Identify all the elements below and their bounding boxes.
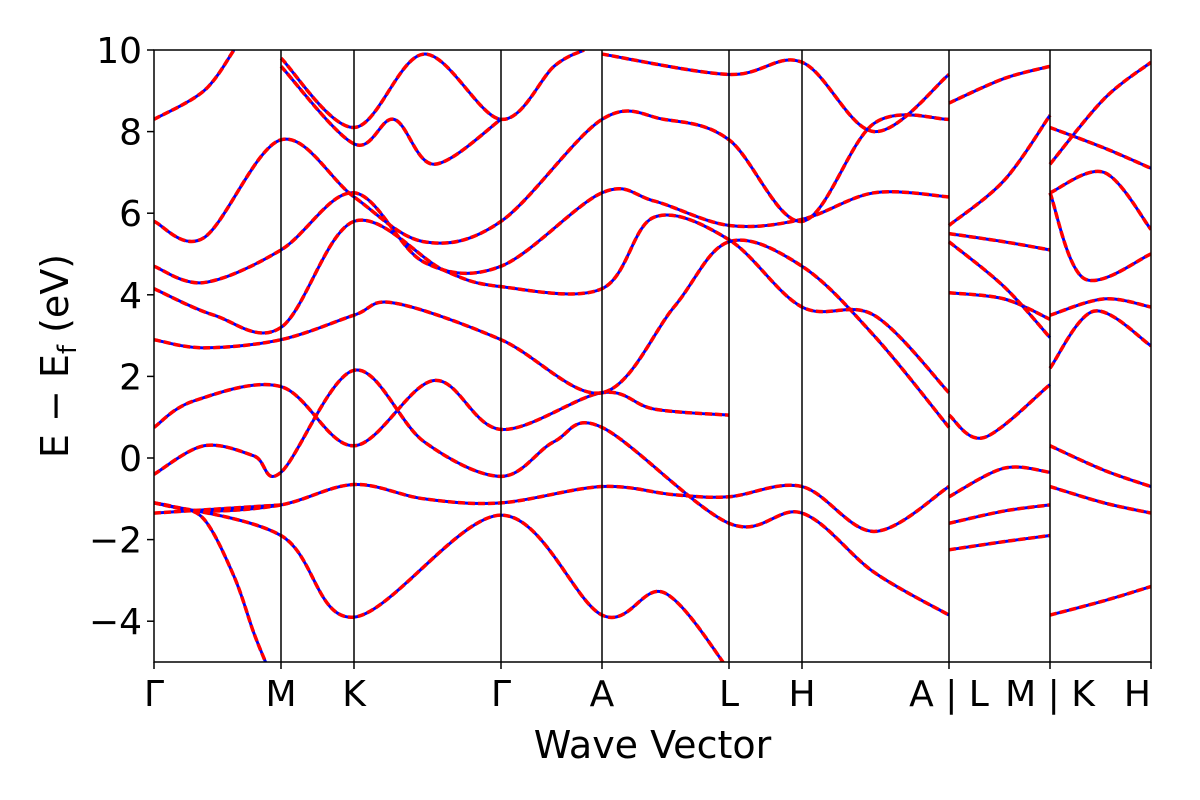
band-line-red [1048,309,1151,370]
x-tick-label: L [719,674,739,715]
x-tick-label: M | K [1005,674,1096,715]
band-line-red [948,291,1051,321]
band-line-red [1049,484,1151,515]
x-tick-label: H [788,674,815,715]
band-line-red [154,368,950,617]
band-line-red [947,383,1052,440]
x-tick-label: A [590,674,615,715]
x-tick-label: H [1124,674,1151,715]
band-line-red [948,231,1051,252]
x-tick-label: M [265,674,296,715]
band-line-red [948,533,1051,552]
x-axis-label: Wave Vector [534,723,772,767]
band-line-red [947,240,1052,339]
band-line-red [154,501,268,662]
band-line-red [154,213,951,394]
y-axis-label: E − Ef (eV) [33,254,83,458]
y-tick-label: 6 [119,194,142,235]
y-axis-ticks: −4 −2 0 2 4 6 8 10 [89,31,154,643]
band-line-red [948,64,1051,105]
y-tick-label: 10 [96,31,142,72]
band-line-red [1048,60,1151,166]
band-line-red [279,65,503,166]
band-line-red [154,503,282,515]
x-tick-label: Γ [144,674,164,715]
band-line-red [154,378,730,448]
y-tick-label: −2 [89,521,142,562]
y-label-unit: (eV) [33,254,77,345]
band-line-red [154,50,236,121]
y-label-main: E − E [33,354,77,458]
plot-frame [153,49,1152,663]
band-line-red [154,109,950,245]
band-line-red [1049,584,1151,617]
band-line-red [154,238,951,429]
band-line-red [1049,125,1151,170]
high-symmetry-lines [280,50,1051,662]
x-tick-label: Γ [491,674,511,715]
y-tick-label: 0 [119,439,142,480]
band-line-red [948,503,1051,525]
y-tick-label: −4 [89,602,142,643]
x-tick-label: A | L [909,674,989,715]
band-line-red [1049,297,1151,317]
band-line-red [947,114,1052,227]
band-line-red [279,50,585,130]
y-tick-label: 2 [119,357,142,398]
x-tick-label: K [342,674,367,715]
y-tick-label: 4 [119,276,142,317]
band-line-red [1049,444,1151,489]
y-tick-label: 8 [119,113,142,154]
y-label-subscript: f [53,344,83,354]
x-axis-ticks: Γ M K Γ A L H A | L M | K H [144,662,1152,715]
band-line-red [948,465,1051,499]
band-line-red [154,482,950,534]
band-line-red [1049,169,1151,231]
band-line-red [1048,192,1151,283]
